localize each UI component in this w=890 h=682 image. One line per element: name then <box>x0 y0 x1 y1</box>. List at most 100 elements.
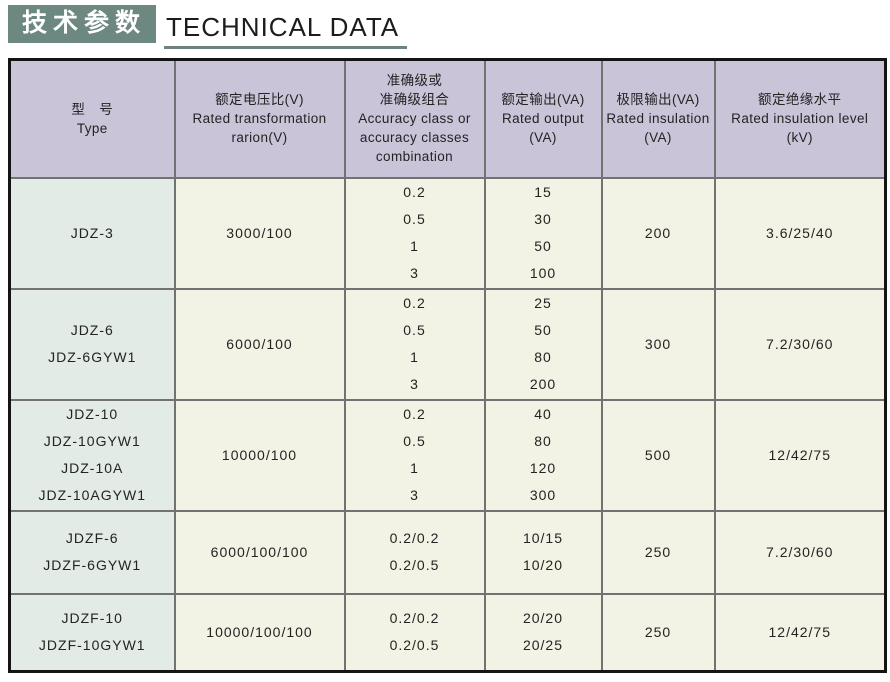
cell-insulation-level: 12/42/75 <box>713 592 887 673</box>
cell-line: 250 <box>644 543 672 560</box>
cell-line: 额定输出(VA) <box>501 92 585 108</box>
cell-type: JDZ-10 JDZ-10GYW1 JDZ-10A JDZ-10AGYW1 <box>8 398 176 512</box>
cell-line: 0.2/0.5 <box>389 637 440 654</box>
header-cell-rated-output: 额定输出(VA) Rated output (VA) <box>483 58 603 179</box>
cell-line: Accuracy class or <box>358 111 471 127</box>
cell-line: 80 <box>534 349 552 365</box>
cell-type: JDZF-10 JDZF-10GYW1 <box>8 592 176 673</box>
cell-line: JDZF-10 <box>61 610 123 627</box>
cell-line: 300 <box>529 487 557 503</box>
cell-accuracy-class: 0.2 0.5 1 3 <box>343 176 486 290</box>
cell-line: 1 <box>410 238 419 254</box>
cell-voltage-ratio: 6000/100 <box>173 287 346 401</box>
page-title: 技术参数 TECHNICAL DATA <box>8 5 408 49</box>
cell-line: 极限输出(VA) <box>616 92 700 108</box>
cell-line: 0.2 <box>403 295 426 311</box>
cell-accuracy-class: 0.2 0.5 1 3 <box>343 398 486 512</box>
cell-line: 50 <box>534 238 552 254</box>
cell-insulation-level: 7.2/30/60 <box>713 287 887 401</box>
cell-line: (VA) <box>529 130 557 146</box>
cell-line: 3000/100 <box>226 224 293 241</box>
cell-line: accuracy classes <box>359 130 470 146</box>
cell-line: 6000/100/100 <box>210 543 309 560</box>
table-row-jdz10: JDZ-10 JDZ-10GYW1 JDZ-10A JDZ-10AGYW1 10000… <box>8 398 887 512</box>
cell-line: JDZ-10AGYW1 <box>38 487 146 503</box>
cell-voltage-ratio: 10000/100 <box>173 398 346 512</box>
cell-line: Rated insulation <box>606 111 710 127</box>
cell-line: 3 <box>410 376 419 392</box>
cell-line: 0.2 <box>403 406 426 422</box>
cell-line: 1 <box>410 349 419 365</box>
cell-line: 7.2/30/60 <box>766 543 834 560</box>
cell-accuracy-class: 0.2 0.5 1 3 <box>343 287 486 401</box>
cell-rated-output: 25 50 80 200 <box>483 287 603 401</box>
cell-line: 0.2/0.2 <box>389 530 440 546</box>
cell-line: 3 <box>410 487 419 503</box>
cell-line: 3 <box>410 265 419 281</box>
cell-line: 0.5 <box>403 433 426 449</box>
cell-line: 0.2/0.5 <box>389 557 440 573</box>
cell-type: JDZ-6 JDZ-6GYW1 <box>8 287 176 401</box>
cell-line: 10000/100/100 <box>206 623 313 640</box>
cell-accuracy-class: 0.2/0.2 0.2/0.5 <box>343 509 486 595</box>
cell-insulation-level: 7.2/30/60 <box>713 509 887 595</box>
cell-line: Rated insulation level <box>731 111 869 127</box>
cell-line: 30 <box>534 211 552 227</box>
cell-line: Rated transformation <box>192 111 327 127</box>
cell-line: 300 <box>644 335 672 352</box>
cell-line: JDZF-10GYW1 <box>38 637 146 654</box>
cell-rated-output: 10/15 10/20 <box>483 509 603 595</box>
cell-line: 准确级组合 <box>379 92 450 108</box>
table-header-row: 型 号 Type 额定电压比(V) Rated transformation rari… <box>8 58 887 179</box>
table-row-jdzf6: JDZF-6 JDZF-6GYW1 6000/100/100 0.2/0.2 0.2… <box>8 509 887 595</box>
cell-limit-output: 500 <box>600 398 716 512</box>
title-en: TECHNICAL DATA <box>164 5 408 49</box>
cell-line: JDZ-10A <box>61 460 124 476</box>
cell-line: JDZF-6GYW1 <box>43 557 142 573</box>
cell-line: 10/20 <box>522 557 564 573</box>
cell-line: 25 <box>534 295 552 311</box>
cell-line: 10000/100 <box>221 446 298 463</box>
cell-line: JDZ-6 <box>70 322 114 338</box>
cell-line: 10/15 <box>522 530 564 546</box>
cell-line: 200 <box>644 224 672 241</box>
cell-limit-output: 200 <box>600 176 716 290</box>
cell-line: 6000/100 <box>226 335 293 352</box>
cell-line: 250 <box>644 623 672 640</box>
cell-line: JDZF-6 <box>65 530 119 546</box>
cell-insulation-level: 12/42/75 <box>713 398 887 512</box>
cell-type: JDZ-3 <box>8 176 176 290</box>
cell-line: Type <box>76 120 108 136</box>
cell-line: 50 <box>534 322 552 338</box>
cell-rated-output: 15 30 50 100 <box>483 176 603 290</box>
cell-line: 15 <box>534 184 552 200</box>
cell-line: JDZ-3 <box>70 224 114 241</box>
cell-line: 12/42/75 <box>768 623 831 640</box>
cell-line: 额定电压比(V) <box>215 92 304 108</box>
cell-limit-output: 250 <box>600 509 716 595</box>
cell-line: 额定绝缘水平 <box>758 92 842 108</box>
cell-line: JDZ-10GYW1 <box>43 433 141 449</box>
table-row-jdz3: JDZ-3 3000/100 0.2 0.5 1 3 15 30 50 100 200 3.… <box>8 176 887 290</box>
cell-line: (VA) <box>644 130 672 146</box>
cell-line: 0.2 <box>403 184 426 200</box>
cell-line: 500 <box>644 446 672 463</box>
cell-line: 0.2/0.2 <box>389 610 440 627</box>
cell-line: combination <box>375 149 454 165</box>
header-cell-type: 型 号 Type <box>8 58 176 179</box>
cell-line: 7.2/30/60 <box>766 335 834 352</box>
cell-line: 20/20 <box>522 610 564 627</box>
title-banner-zh: 技术参数 <box>8 5 157 43</box>
cell-rated-output: 40 80 120 300 <box>483 398 603 512</box>
header-cell-voltage-ratio: 额定电压比(V) Rated transformation rarion(V) <box>173 58 346 179</box>
cell-line: 3.6/25/40 <box>766 224 834 241</box>
cell-line: Rated output <box>501 111 585 127</box>
cell-line: 12/42/75 <box>768 446 831 463</box>
cell-line: JDZ-6GYW1 <box>48 349 137 365</box>
cell-line: 20/25 <box>522 637 564 654</box>
cell-line: JDZ-10 <box>66 406 119 422</box>
cell-line: (kV) <box>786 130 813 146</box>
cell-rated-output: 20/20 20/25 <box>483 592 603 673</box>
cell-line: 120 <box>529 460 557 476</box>
